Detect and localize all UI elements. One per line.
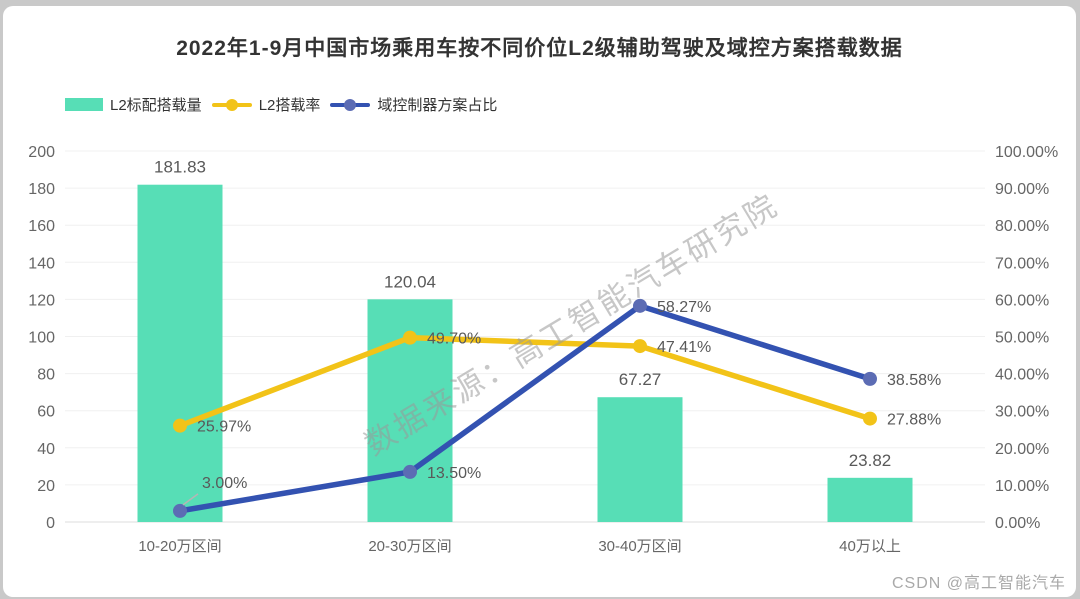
right-axis-tick: 50.00% xyxy=(995,330,1049,347)
right-axis-tick: 100.00% xyxy=(995,144,1058,161)
bar-swatch-icon xyxy=(65,98,103,111)
csdn-credit: CSDN @高工智能汽车 xyxy=(891,575,1066,592)
left-axis-tick: 40 xyxy=(37,441,55,458)
data-point xyxy=(403,330,417,345)
bar-value-label: 120.04 xyxy=(384,272,436,291)
left-axis-tick: 180 xyxy=(28,181,55,198)
legend-item-domain-series[interactable]: 域控制器方案占比 xyxy=(330,94,497,115)
point-value-label: 13.50% xyxy=(427,465,481,482)
point-value-label: 58.27% xyxy=(657,299,711,316)
legend-label: L2搭载率 xyxy=(258,97,321,114)
left-axis-tick: 60 xyxy=(37,404,55,421)
right-axis-tick: 30.00% xyxy=(995,404,1049,421)
bar-value-label: 23.82 xyxy=(849,451,892,470)
point-value-label: 27.88% xyxy=(887,412,941,429)
x-axis-category-label: 40万以上 xyxy=(839,538,901,555)
x-axis-category-label: 20-30万区间 xyxy=(368,538,451,555)
chart-canvas: 0 0.00% 20 10.00% 40 20.00% 60 30.00% 80 40.00% 10… xyxy=(28,144,1058,555)
x-axis-category-label: 10-20万区间 xyxy=(138,538,221,555)
left-axis-tick: 80 xyxy=(37,367,55,384)
line-marker-icon xyxy=(330,98,371,112)
line-series xyxy=(177,303,873,514)
point-value-label: 3.00% xyxy=(202,475,247,492)
legend-item-rate-series[interactable]: L2搭载率 xyxy=(211,94,321,115)
left-axis-tick: 120 xyxy=(28,292,55,309)
line-series xyxy=(177,334,873,429)
x-axis-category-label: 30-40万区间 xyxy=(598,538,681,555)
left-axis-tick: 160 xyxy=(28,218,55,235)
right-axis-tick: 40.00% xyxy=(995,367,1049,384)
point-value-label: 47.41% xyxy=(657,339,711,356)
data-point xyxy=(173,418,187,433)
chart-title: 2022年1-9月中国市场乘用车按不同价位L2级辅助驾驶及域控方案搭载数据 xyxy=(176,37,903,60)
legend-label: L2标配搭载量 xyxy=(110,97,202,114)
right-axis-tick: 80.00% xyxy=(995,218,1049,235)
left-axis-tick: 20 xyxy=(37,478,55,495)
left-axis-tick: 140 xyxy=(28,255,55,272)
point-value-label: 38.58% xyxy=(887,372,941,389)
data-point xyxy=(403,464,417,479)
data-point xyxy=(633,298,647,313)
right-axis-tick: 10.00% xyxy=(995,478,1049,495)
left-axis-tick: 100 xyxy=(28,330,55,347)
legend-item-bar-series[interactable]: L2标配搭载量 xyxy=(65,94,202,115)
right-axis-tick: 70.00% xyxy=(995,255,1049,272)
point-value-label: 25.97% xyxy=(197,419,251,436)
point-value-label: 49.70% xyxy=(427,331,481,348)
legend: L2标配搭载量 L2搭载率 域控制器方案占比 xyxy=(65,94,497,115)
right-axis-tick: 90.00% xyxy=(995,181,1049,198)
bar-value-label: 67.27 xyxy=(619,370,662,389)
left-axis-tick: 0 xyxy=(46,515,55,532)
bar xyxy=(137,184,223,522)
bar xyxy=(597,397,683,522)
bar-value-label: 181.83 xyxy=(154,158,206,177)
bar xyxy=(827,477,913,522)
right-axis-tick: 60.00% xyxy=(995,292,1049,309)
left-axis-tick: 200 xyxy=(28,144,55,161)
data-point xyxy=(863,371,877,386)
data-point xyxy=(863,411,877,426)
data-point xyxy=(173,503,187,518)
chart-card: 2022年1-9月中国市场乘用车按不同价位L2级辅助驾驶及域控方案搭载数据 L2… xyxy=(3,6,1076,597)
right-axis-tick: 20.00% xyxy=(995,441,1049,458)
right-axis-tick: 0.00% xyxy=(995,515,1040,532)
label-leader-line xyxy=(182,493,199,506)
legend-label: 域控制器方案占比 xyxy=(377,97,498,114)
data-point xyxy=(633,339,647,354)
line-marker-icon xyxy=(211,98,252,112)
